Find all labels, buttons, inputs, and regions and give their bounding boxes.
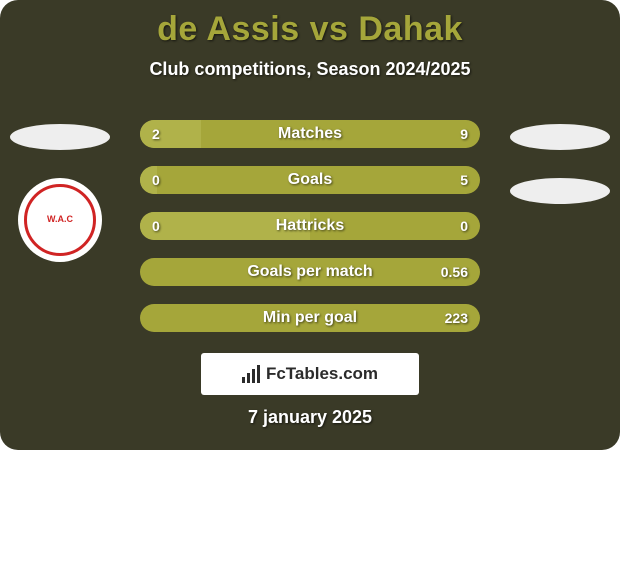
stat-row: Goals per match0.56 (140, 258, 480, 286)
stat-row: Min per goal223 (140, 304, 480, 332)
stat-value-left: 0 (152, 212, 160, 240)
date-label: 7 january 2025 (0, 407, 620, 428)
stats-area: Matches29Goals05Hattricks00Goals per mat… (0, 120, 620, 350)
stat-value-right: 0 (460, 212, 468, 240)
logo-text: FcTables.com (266, 364, 378, 384)
stat-label: Matches (140, 120, 480, 148)
fctables-logo: FcTables.com (201, 353, 419, 395)
stat-row: Goals0 5 (140, 166, 480, 194)
stat-label: Goals (140, 166, 480, 194)
stat-value-left: 2 (152, 120, 160, 148)
page-title: de Assis vs Dahak (0, 0, 620, 49)
logo-bars-icon (242, 365, 260, 383)
stat-value-right: 223 (445, 304, 468, 332)
subtitle: Club competitions, Season 2024/2025 (0, 59, 620, 80)
stat-value-left: 0 (152, 166, 160, 194)
stat-label: Min per goal (140, 304, 480, 332)
stat-value-right: 0.56 (441, 258, 468, 286)
stat-row: Matches2 9 (140, 120, 480, 148)
stat-value-right: 5 (460, 166, 468, 194)
stat-label: Goals per match (140, 258, 480, 286)
comparison-card: de Assis vs Dahak Club competitions, Sea… (0, 0, 620, 450)
stat-row: Hattricks0 0 (140, 212, 480, 240)
stat-value-right: 9 (460, 120, 468, 148)
stat-label: Hattricks (140, 212, 480, 240)
